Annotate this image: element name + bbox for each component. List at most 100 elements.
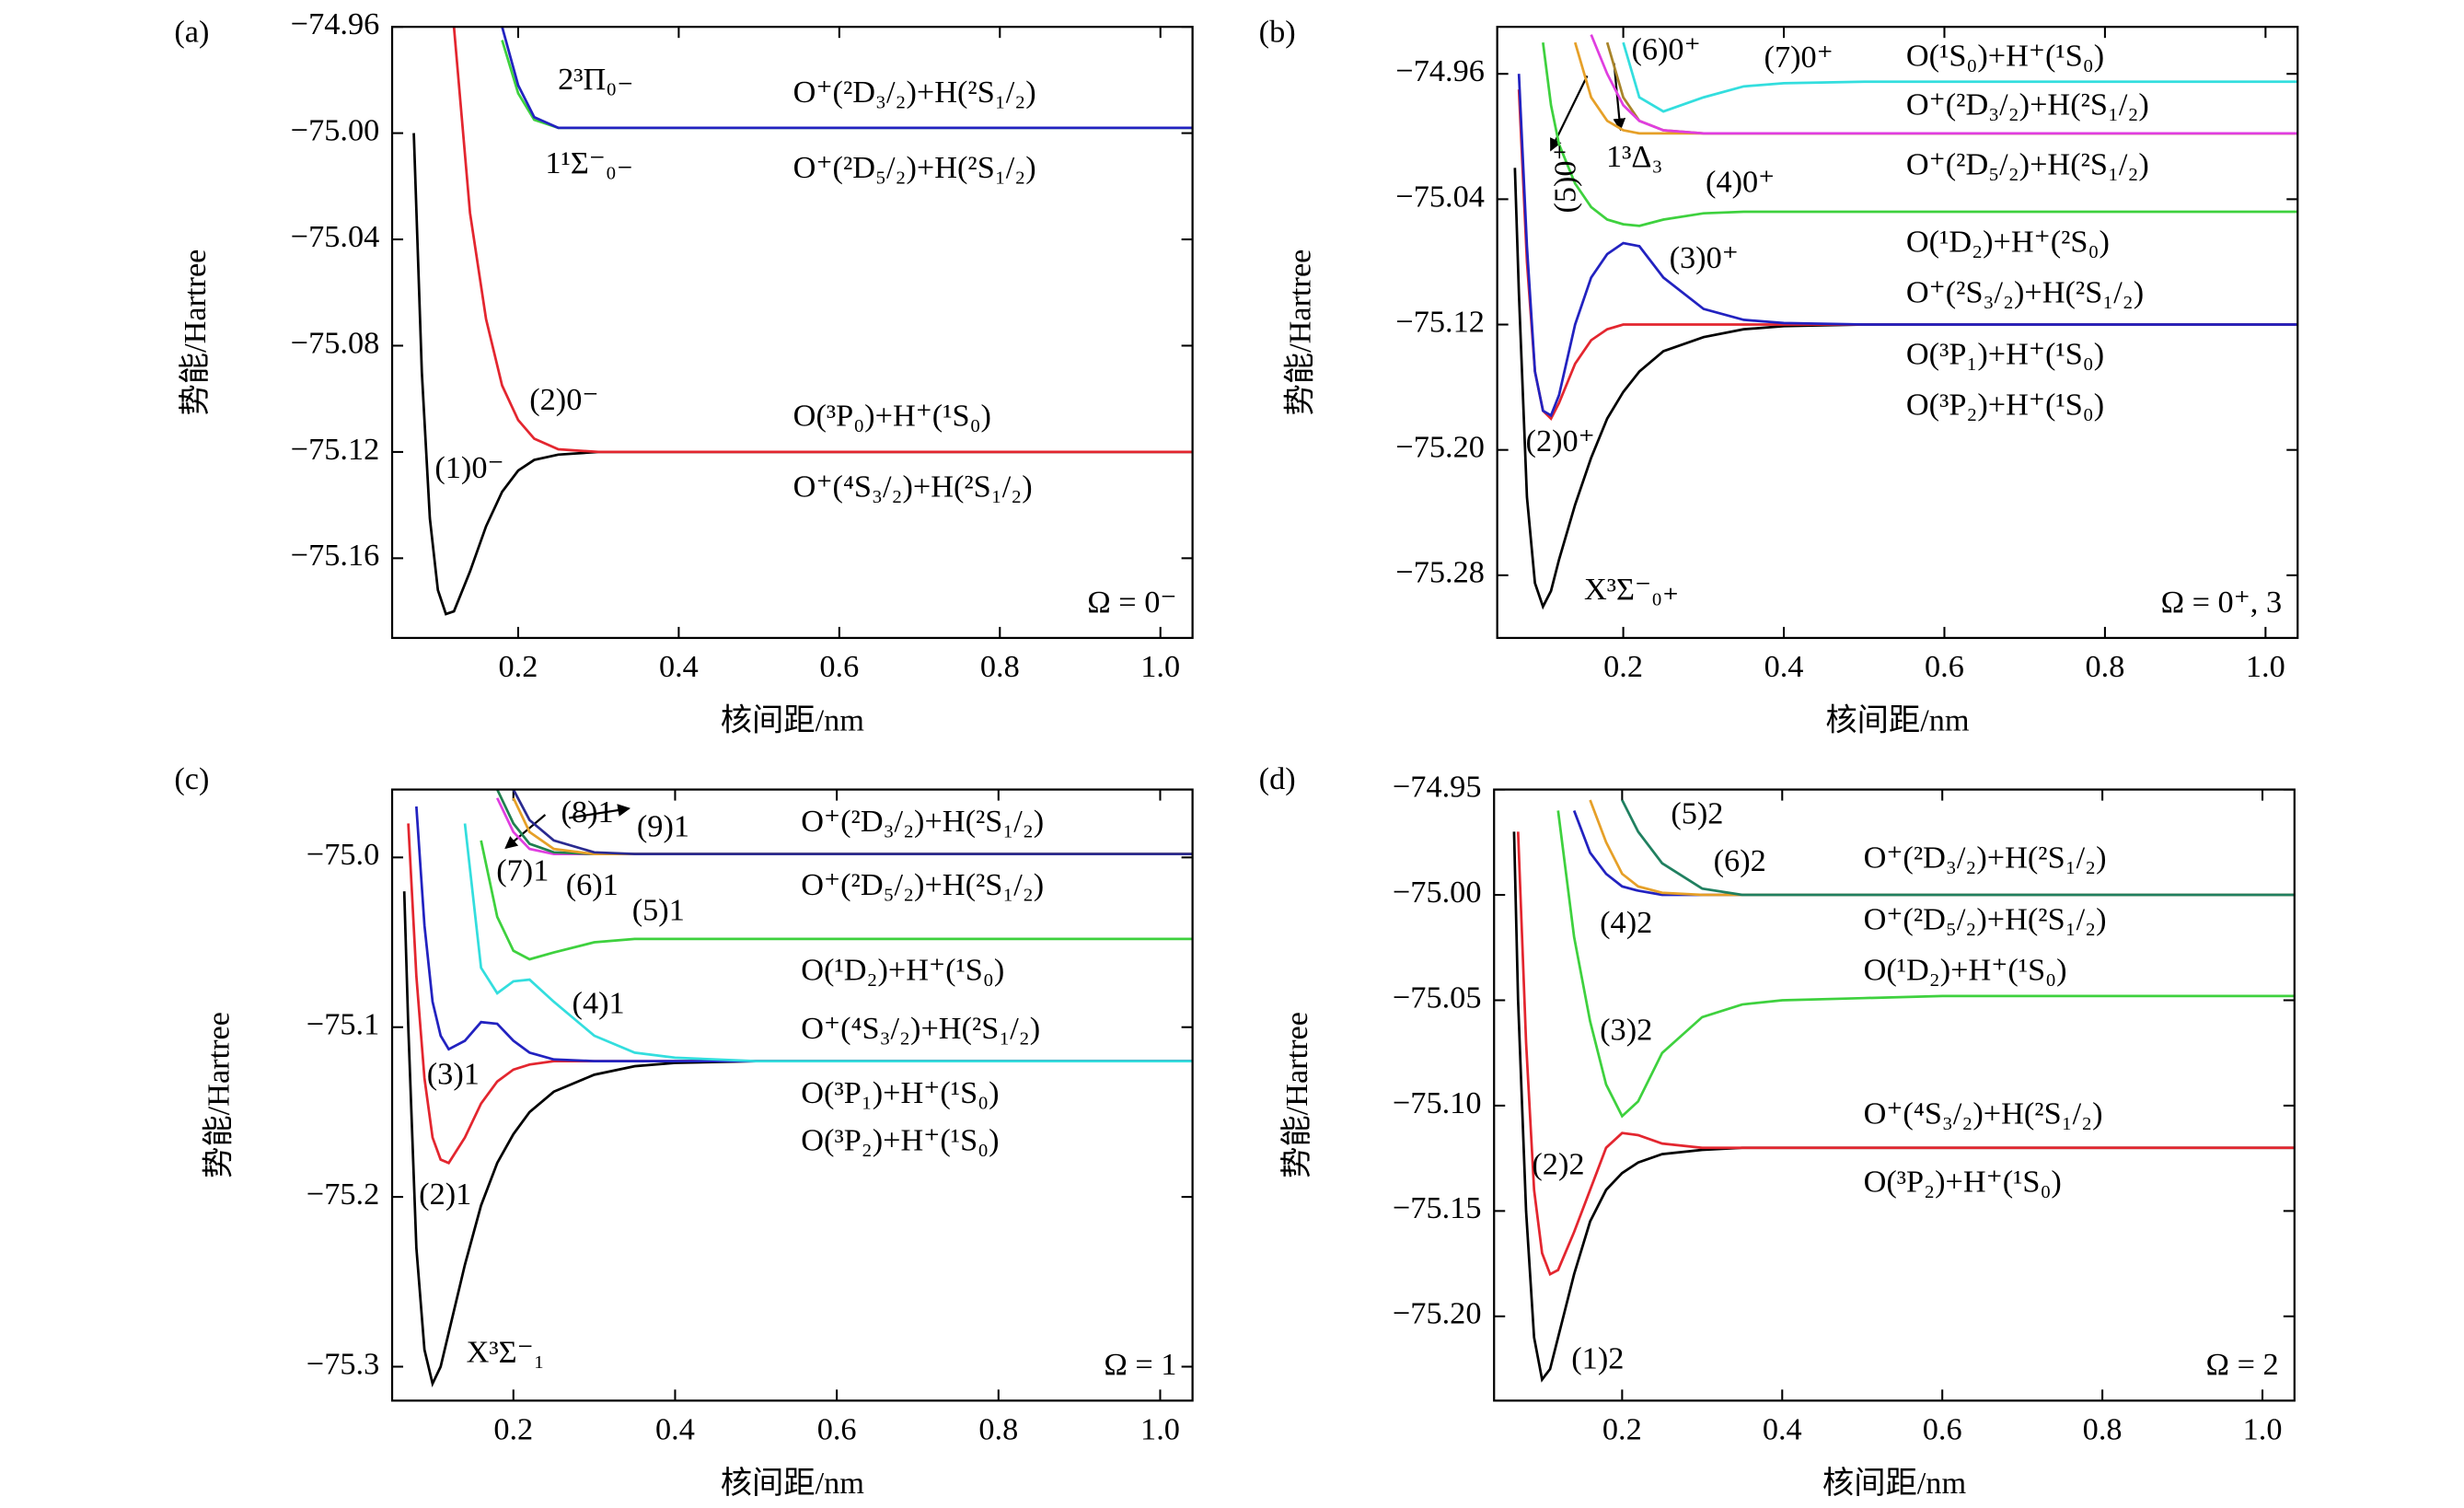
curve-label: (5)2 xyxy=(1671,796,1723,831)
arrow xyxy=(1549,75,1589,152)
x-tick-label: 0.6 xyxy=(817,1412,857,1447)
x-tick-label: 0.8 xyxy=(980,649,1020,684)
annotation: O(¹D₂)+H⁺(²S₀) xyxy=(1906,225,2110,260)
x-tick-label: 0.6 xyxy=(1925,649,1964,684)
x-tick-label: 1.0 xyxy=(1140,1412,1180,1447)
x-tick-label: 0.2 xyxy=(1602,1412,1642,1447)
x-tick-label: 0.6 xyxy=(819,649,859,684)
curve xyxy=(501,27,1193,130)
curve-label: X³Σ⁻₀₊ xyxy=(1584,572,1679,607)
curve xyxy=(463,823,1193,1062)
annotation: O⁺(²D₅/₂)+H(²S₁/₂) xyxy=(801,867,1044,902)
annotation: O⁺(⁴S₃/₂)+H(²S₁/₂) xyxy=(801,1011,1040,1046)
x-tick-label: 0.8 xyxy=(978,1412,1018,1447)
y-tick-label: −75.1 xyxy=(307,1007,379,1042)
curve xyxy=(412,133,1193,616)
annotation: O⁺(²D₃/₂)+H(²S₁/₂) xyxy=(793,75,1036,110)
curve-label: (5)0⁺ xyxy=(1548,144,1583,213)
curve-label: (4)1 xyxy=(573,985,625,1020)
y-axis-label: 势能/Hartree xyxy=(1279,1012,1314,1178)
plot-frame xyxy=(390,26,1194,640)
curve-label: (7)1 xyxy=(496,853,549,887)
curve-label: (6)0⁺ xyxy=(1631,31,1700,66)
annotation: O(¹S₀)+H⁺(¹S₀) xyxy=(1906,38,2104,73)
curve-label: (2)1 xyxy=(419,1177,471,1212)
plot-area xyxy=(412,27,1193,616)
y-tick-label: −75.20 xyxy=(1393,1296,1482,1331)
curve-label: (6)1 xyxy=(566,867,619,902)
annotation: O⁺(²D₃/₂)+H(²S₁/₂) xyxy=(801,804,1044,839)
curve xyxy=(1542,41,2298,227)
curve xyxy=(1621,799,2295,897)
annotation: O⁺(²D₅/₂)+H(²S₁/₂) xyxy=(1906,147,2149,182)
annotation: O(³P₁)+H⁺(¹S₀) xyxy=(801,1075,999,1110)
x-tick-label: 0.4 xyxy=(1764,649,1804,684)
x-tick-label: 0.2 xyxy=(499,649,538,684)
curve xyxy=(512,789,1193,856)
curve-label: (3)1 xyxy=(427,1057,480,1092)
y-tick-label: −75.3 xyxy=(307,1346,379,1381)
plot-frame xyxy=(390,788,1194,1402)
annotation: O⁺(²D₅/₂)+H(²S₁/₂) xyxy=(1864,902,2107,937)
plot-frame xyxy=(1496,26,2299,640)
curve-label: (8)1 xyxy=(561,795,614,829)
curve-label: (9)1 xyxy=(637,808,689,843)
y-tick-label: −75.12 xyxy=(291,432,380,467)
y-tick-label: −75.28 xyxy=(1395,555,1485,590)
annotation: O⁺(²S₃/₂)+H(²S₁/₂) xyxy=(1906,275,2144,310)
curve xyxy=(1516,831,2295,1276)
x-axis-label: 核间距/nm xyxy=(721,1466,865,1501)
x-tick-label: 0.4 xyxy=(655,1412,695,1447)
panel-label: (d) xyxy=(1259,761,1296,796)
plot-area xyxy=(1512,799,2295,1383)
y-axis-label: 势能/Hartree xyxy=(202,1012,237,1178)
curve-label: 2³Π₀₋ xyxy=(558,62,633,97)
x-axis-label: 核间距/nm xyxy=(1822,1466,1967,1501)
plot-area xyxy=(402,789,1193,1388)
curve-label: (4)0⁺ xyxy=(1706,165,1775,200)
annotation: O(¹D₂)+H⁺(¹S₀) xyxy=(801,952,1004,987)
y-axis-label: 势能/Hartree xyxy=(178,249,213,416)
curve-label: 1¹Σ⁻₀₋ xyxy=(545,145,633,180)
y-tick-label: −75.04 xyxy=(1395,179,1485,214)
y-tick-label: −75.00 xyxy=(1393,875,1482,910)
x-tick-label: 0.4 xyxy=(659,649,699,684)
curve-label: (1)0⁻ xyxy=(434,450,503,485)
arrow xyxy=(568,804,630,819)
x-tick-label: 1.0 xyxy=(2243,1412,2283,1447)
curve-label: (3)2 xyxy=(1600,1013,1652,1048)
curve-label: (3)0⁺ xyxy=(1670,240,1739,275)
panel-label: (b) xyxy=(1259,15,1296,50)
annotation: O⁺(²D₃/₂)+H(²S₁/₂) xyxy=(1864,841,2107,876)
curve-label: (2)2 xyxy=(1532,1146,1584,1181)
annotation: O⁺(⁴S₃/₂)+H(²S₁/₂) xyxy=(1864,1096,2103,1131)
x-tick-label: 0.4 xyxy=(1763,1412,1802,1447)
annotation: O⁺(⁴S₃/₂)+H(²S₁/₂) xyxy=(793,470,1033,505)
y-tick-label: −74.96 xyxy=(1395,53,1485,88)
annotation: O⁺(²D₅/₂)+H(²S₁/₂) xyxy=(793,150,1036,185)
annotation: Ω = 0⁻ xyxy=(1087,585,1176,620)
y-tick-label: −74.96 xyxy=(291,6,380,41)
y-tick-label: −74.95 xyxy=(1393,769,1482,804)
panel-label: (a) xyxy=(174,15,209,50)
x-tick-label: 0.8 xyxy=(2085,649,2124,684)
y-axis-label: 势能/Hartree xyxy=(1283,249,1318,416)
curve xyxy=(1622,41,2298,113)
arrow xyxy=(504,814,547,850)
curve xyxy=(402,891,1193,1388)
curve xyxy=(1556,810,2295,1119)
annotation: O(¹D₂)+H⁺(¹S₀) xyxy=(1864,952,2067,987)
y-tick-label: −75.05 xyxy=(1393,980,1482,1015)
y-tick-label: −75.15 xyxy=(1393,1190,1482,1225)
curve-label: (2)0⁻ xyxy=(529,382,598,417)
annotation: Ω = 0⁺, 3 xyxy=(2161,585,2283,620)
x-tick-label: 0.6 xyxy=(1923,1412,1962,1447)
x-tick-label: 1.0 xyxy=(2246,649,2285,684)
y-tick-label: −75.16 xyxy=(291,538,380,573)
x-tick-label: 0.8 xyxy=(2083,1412,2123,1447)
curve-label: 1³Δ₃ xyxy=(1606,139,1662,174)
curve xyxy=(480,840,1193,961)
curve-label: (5)1 xyxy=(632,892,685,927)
annotation: O(³P₁)+H⁺(¹S₀) xyxy=(1906,337,2104,372)
x-tick-label: 1.0 xyxy=(1140,649,1180,684)
